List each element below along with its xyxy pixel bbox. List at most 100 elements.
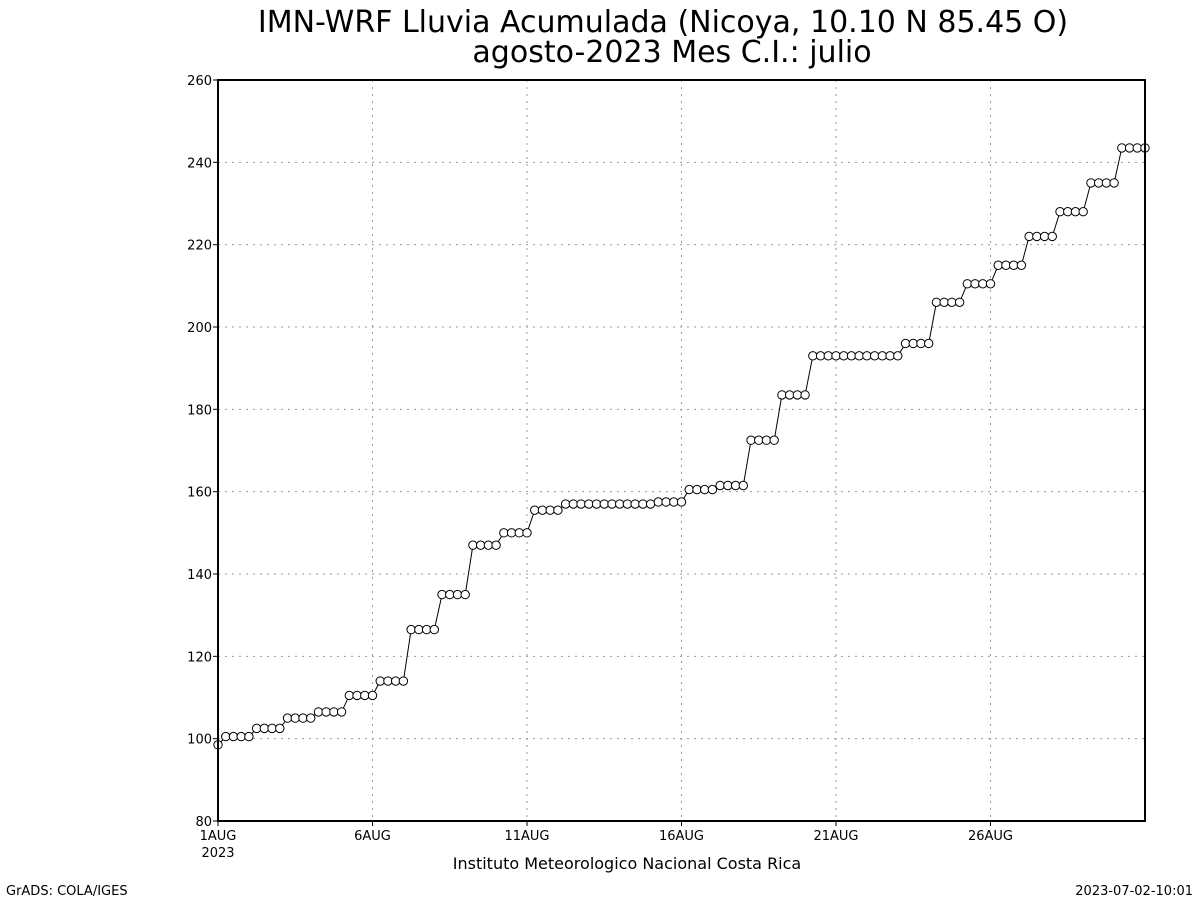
data-point: [483, 540, 494, 550]
data-point: [769, 435, 779, 445]
data-point: [445, 589, 455, 600]
data-point: [275, 723, 285, 734]
data-point: [607, 499, 617, 509]
data-point: [306, 713, 316, 723]
footer-right-text: 2023-07-02-10:01: [1075, 884, 1193, 899]
data-point: [1063, 207, 1073, 217]
data-point: [970, 279, 980, 289]
data-point: [715, 480, 725, 491]
credit-text: Instituto Meteorologico Nacional Costa R…: [453, 854, 801, 873]
data-point: [800, 390, 810, 400]
data-point: [352, 690, 362, 701]
data-point: [661, 497, 671, 507]
data-point: [723, 480, 733, 491]
data-point: [885, 351, 895, 361]
data-point: [916, 338, 926, 349]
plot-frame: [217, 79, 1146, 822]
data-point: [738, 480, 748, 491]
data-point: [282, 713, 293, 723]
y-axis: 80 100 120 140 160 180 200 220 240 260: [187, 74, 218, 830]
data-point: [846, 351, 857, 361]
data-point: [839, 351, 849, 361]
x-tick-label: 1AUG: [200, 829, 237, 844]
data-point: [228, 731, 239, 742]
data-point: [761, 435, 772, 445]
data-point: [676, 497, 687, 507]
data-point: [452, 589, 463, 600]
data-point: [530, 505, 540, 515]
data-point: [568, 499, 579, 509]
data-point: [499, 528, 509, 538]
data-point: [730, 480, 741, 491]
y-tick-label: 160: [187, 486, 212, 501]
data-point: [684, 484, 694, 495]
data-point: [1024, 231, 1034, 242]
data-point: [900, 338, 911, 349]
data-point: [638, 499, 648, 509]
data-point: [692, 484, 702, 495]
data-point: [506, 528, 517, 538]
data-point: [808, 351, 818, 361]
data-point: [754, 435, 764, 445]
data-point: [823, 351, 833, 361]
data-point: [383, 676, 393, 686]
data-point: [962, 279, 973, 289]
data-point: [591, 499, 602, 509]
data-point: [321, 707, 331, 717]
data-point: [553, 505, 563, 515]
data-point: [560, 499, 571, 509]
x-tick-label: 21AUG: [813, 829, 858, 844]
data-point: [615, 499, 625, 509]
data-point: [777, 390, 787, 400]
y-tick-label: 220: [187, 239, 212, 254]
data-point: [429, 624, 439, 635]
data-point: [1001, 260, 1011, 270]
data-point: [360, 690, 370, 701]
data-point: [329, 707, 339, 717]
data-point: [336, 707, 347, 717]
y-tick-label: 120: [187, 650, 212, 665]
data-point: [313, 707, 324, 717]
y-tick-label: 240: [187, 156, 212, 171]
x-axis: 1AUG 2023 6AUG 11AUG 16AUG 21AUG 26AUG: [200, 821, 1013, 861]
data-point: [1132, 143, 1142, 153]
data-point: [815, 351, 826, 361]
data-point: [537, 505, 548, 515]
data-point: [1109, 178, 1119, 188]
data-point: [1101, 178, 1112, 188]
chart-title-line1: IMN-WRF Lluvia Acumulada (Nicoya, 10.10 …: [258, 5, 1068, 40]
data-point: [375, 676, 385, 686]
data-point: [645, 499, 656, 509]
data-point: [522, 528, 532, 538]
data-point: [514, 528, 524, 538]
data-point: [244, 731, 254, 742]
data-point: [398, 676, 409, 686]
data-point: [437, 589, 447, 600]
data-point: [792, 390, 803, 400]
data-point: [1047, 231, 1058, 242]
data-point: [1055, 207, 1065, 217]
data-point: [1032, 231, 1042, 242]
data-point: [251, 723, 262, 734]
data-point: [576, 499, 586, 509]
data-point: [545, 505, 555, 515]
y-tick-label: 100: [187, 733, 212, 748]
data-point: [1039, 231, 1050, 242]
y-tick-label: 140: [187, 568, 212, 583]
data-point: [947, 297, 957, 307]
data-point: [653, 497, 664, 507]
data-point: [939, 297, 949, 307]
data-point: [993, 260, 1003, 270]
y-tick-label: 80: [195, 815, 212, 830]
data-point: [414, 624, 424, 635]
data-point: [1016, 260, 1027, 270]
data-point: [406, 624, 416, 635]
data-point: [931, 297, 942, 307]
data-point: [468, 540, 478, 550]
data-point: [954, 297, 965, 307]
data-point: [622, 499, 633, 509]
footer-left-text: GrADS: COLA/IGES: [6, 884, 128, 899]
data-point: [699, 484, 710, 495]
x-tick-label: 26AUG: [968, 829, 1013, 844]
data-point: [298, 713, 308, 723]
